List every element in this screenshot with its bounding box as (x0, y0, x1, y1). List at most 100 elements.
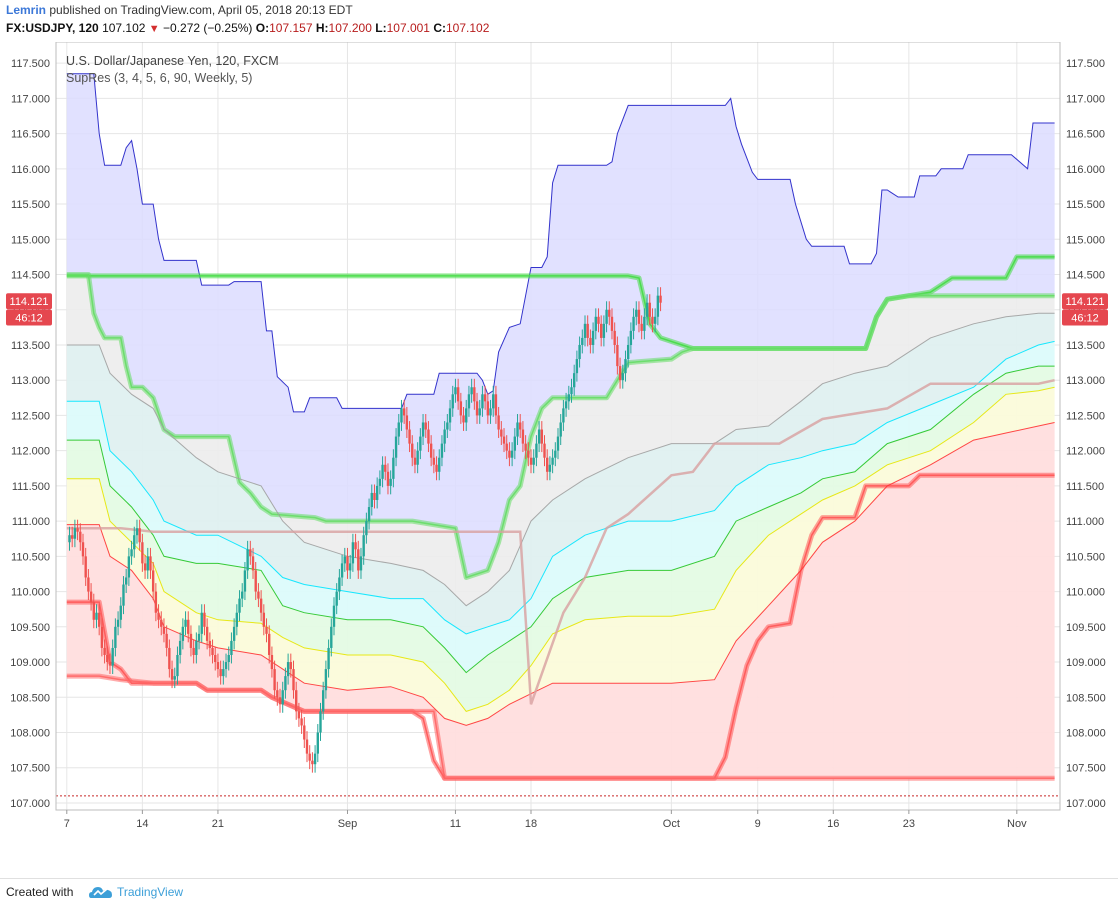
candle-body (397, 422, 400, 437)
y-tick-label-left: 117.000 (11, 93, 50, 105)
candle-body (335, 591, 338, 606)
candle-body (651, 316, 654, 324)
candle-body (351, 542, 355, 564)
candle-body (359, 556, 363, 571)
candle-body (87, 577, 90, 592)
candle-body (122, 584, 125, 606)
candle-body (373, 492, 376, 500)
published-text: published on TradingView.com, April 05, … (49, 3, 353, 17)
candle-body (384, 464, 387, 472)
candle-body (305, 739, 309, 754)
candle-body (73, 528, 77, 539)
candle-body (392, 457, 395, 479)
tradingview-brand[interactable]: TradingView (117, 885, 184, 899)
candle-body (440, 443, 444, 458)
chart-area[interactable]: 117.500 117.000 116.500 116.000 115.500 115.0… (0, 41, 1118, 878)
candle-body (378, 478, 382, 486)
candle-body (413, 457, 417, 465)
candle-body (365, 521, 368, 536)
y-tick-label-right: 116.500 (1066, 129, 1105, 141)
candle-body (84, 556, 87, 578)
indicator-level-line (66, 378, 1055, 705)
candle-body (327, 647, 330, 670)
y-tick-label-right: 116.000 (1066, 164, 1105, 176)
author-link[interactable]: Lemrin (6, 3, 47, 17)
y-tick-label-right: 111.500 (1066, 481, 1104, 493)
candle-body (178, 640, 182, 655)
candle-body (192, 647, 195, 655)
y-tick-label-right: 117.000 (1066, 93, 1105, 105)
candle-body (111, 647, 114, 666)
candle-body (138, 528, 141, 543)
candle-body (273, 669, 276, 691)
candle-body (241, 591, 244, 599)
candle-body (292, 669, 295, 691)
candle-body (386, 471, 390, 486)
candle-body (276, 690, 279, 698)
candle-body (81, 542, 85, 557)
candle-body (68, 535, 71, 543)
candle-body (616, 344, 619, 367)
price-change: −0.272 (−0.25%) (163, 21, 253, 35)
level-zone-fill (66, 313, 1055, 634)
candle-body (127, 556, 131, 578)
price-chart[interactable]: 117.500 117.000 116.500 116.000 115.500 115.0… (0, 41, 1118, 878)
candle-body (562, 408, 565, 423)
candle-body (613, 330, 616, 345)
candle-body (481, 394, 484, 409)
candle-body (300, 718, 303, 726)
y-tick-label-left: 110.500 (11, 551, 50, 563)
candle-body (516, 422, 519, 437)
candle-body (583, 323, 587, 338)
candle-body (497, 415, 500, 430)
candle-body (618, 366, 622, 381)
candle-body (338, 577, 341, 592)
footer: Created with TradingView (0, 878, 1118, 909)
plot-frame (55, 41, 1061, 811)
y-tick-label-right: 107.000 (1066, 798, 1106, 810)
candle-body (143, 563, 147, 571)
candle-body (208, 640, 212, 648)
candle-body (133, 535, 136, 550)
y-axis-left[interactable]: 117.500 117.000 116.500 116.000 115.500 115.0… (10, 58, 50, 810)
y-tick-label-right: 108.000 (1066, 727, 1106, 739)
candle-body (173, 676, 176, 680)
candle-body (224, 662, 228, 670)
candle-body (467, 394, 471, 409)
candle-body (367, 507, 371, 522)
tradingview-logo-icon[interactable] (88, 883, 114, 901)
candle-body (465, 408, 468, 423)
candle-body (427, 429, 430, 444)
candle-body (222, 669, 225, 677)
candle-body (575, 359, 579, 374)
candle-body (653, 316, 657, 324)
y-tick-label-right: 112.500 (1066, 410, 1105, 422)
candle-body (214, 654, 217, 663)
indicator-level-line (66, 312, 1055, 607)
high-label: H: (315, 21, 329, 35)
candle-body (232, 626, 236, 641)
candle-body (76, 528, 79, 532)
candle-body (211, 647, 214, 655)
candle-body (643, 316, 646, 331)
x-axis[interactable]: 7 14 21 Sep 11 18 Oct 9 16 23 Nov (64, 810, 1027, 830)
candle-body (257, 591, 260, 599)
candle-body (238, 598, 241, 613)
candle-body (389, 478, 392, 486)
candle-body (324, 669, 328, 691)
candle-body (319, 711, 322, 733)
candle-body (494, 394, 498, 416)
candle-body (313, 753, 317, 765)
candle-body (594, 316, 597, 331)
candle-body (268, 633, 271, 655)
x-tick-label: 16 (827, 818, 839, 830)
candle-body (459, 401, 463, 416)
candle-body (278, 697, 282, 705)
candle-body (559, 422, 562, 437)
candle-body (605, 309, 608, 324)
candle-body (451, 394, 454, 409)
high-value: 107.200 (328, 21, 372, 35)
x-tick-label: 14 (136, 818, 148, 830)
candle-body (149, 556, 152, 571)
candle-body (489, 408, 492, 416)
